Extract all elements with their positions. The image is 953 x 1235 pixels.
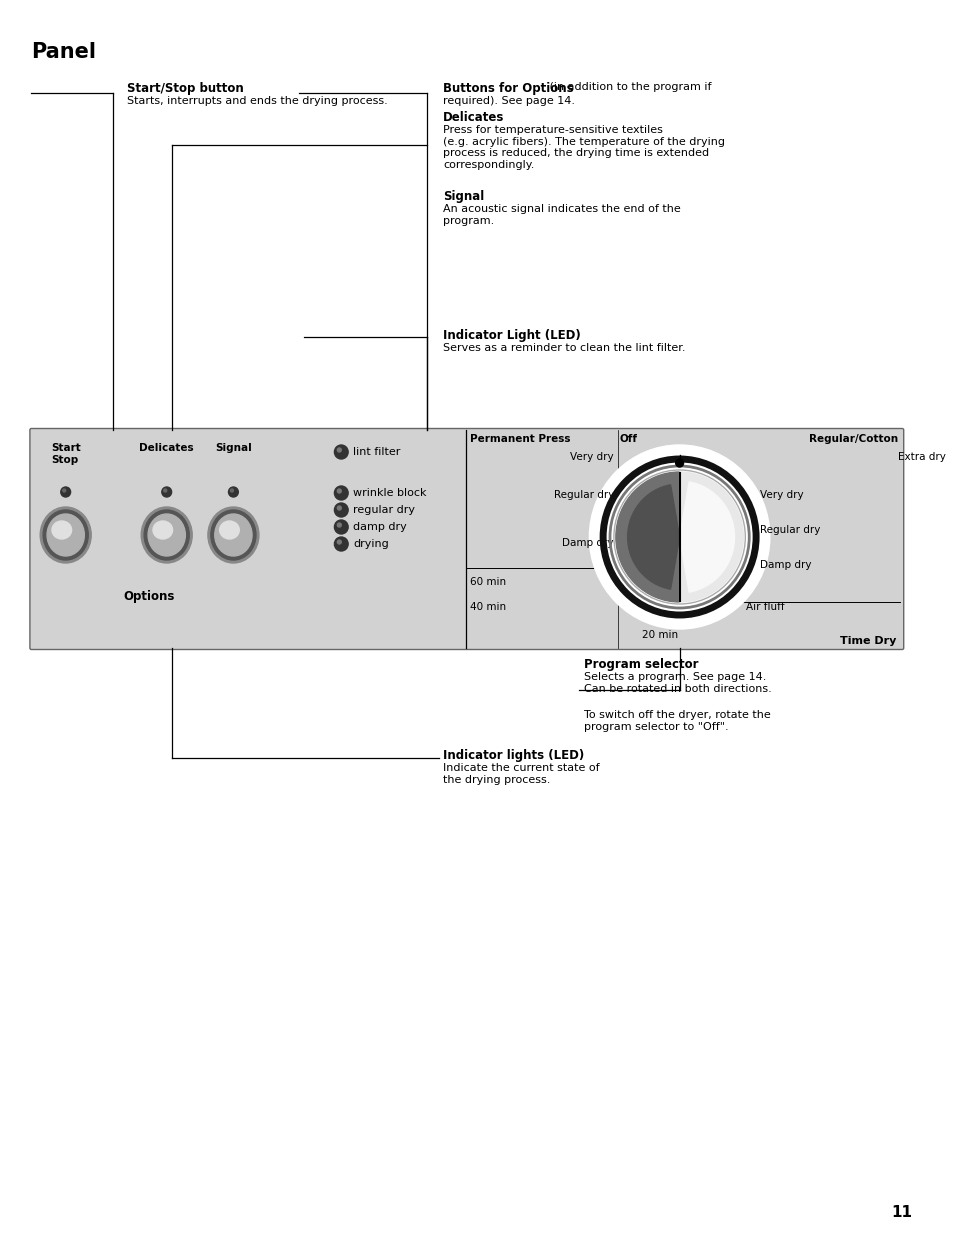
Circle shape	[229, 487, 238, 496]
Circle shape	[231, 489, 233, 492]
Text: Regular/Cotton: Regular/Cotton	[808, 433, 898, 445]
Ellipse shape	[144, 510, 189, 559]
Circle shape	[335, 520, 348, 534]
Text: Regular dry: Regular dry	[760, 525, 820, 535]
Circle shape	[337, 489, 341, 493]
Text: Buttons for Options: Buttons for Options	[443, 82, 574, 95]
Text: Selects a program. See page 14.
Can be rotated in both directions.: Selects a program. See page 14. Can be r…	[583, 672, 770, 694]
Ellipse shape	[141, 508, 192, 563]
Circle shape	[335, 503, 348, 517]
Text: Indicator lights (LED): Indicator lights (LED)	[443, 748, 584, 762]
Text: Program selector: Program selector	[583, 658, 698, 671]
Text: 60 min: 60 min	[469, 577, 505, 587]
Ellipse shape	[51, 521, 71, 538]
Text: Regular dry: Regular dry	[553, 490, 614, 500]
Text: Very dry: Very dry	[570, 452, 614, 462]
Ellipse shape	[148, 514, 185, 556]
Text: Start/Stop button: Start/Stop button	[128, 82, 244, 95]
Text: Time Dry: Time Dry	[839, 636, 896, 646]
Circle shape	[335, 445, 348, 459]
Text: regular dry: regular dry	[353, 505, 415, 515]
Circle shape	[162, 487, 172, 496]
Ellipse shape	[43, 510, 89, 559]
Text: Delicates: Delicates	[139, 443, 193, 453]
Text: (in addition to the program if: (in addition to the program if	[546, 82, 711, 91]
Ellipse shape	[208, 508, 258, 563]
Wedge shape	[627, 485, 679, 589]
Text: required). See page 14.: required). See page 14.	[443, 96, 575, 106]
Circle shape	[337, 506, 341, 510]
Text: Air fluff: Air fluff	[745, 601, 784, 613]
Text: drying: drying	[353, 538, 389, 550]
Text: Off: Off	[619, 433, 638, 445]
Circle shape	[675, 459, 682, 467]
Circle shape	[337, 540, 341, 543]
Text: Very dry: Very dry	[760, 490, 802, 500]
Wedge shape	[679, 472, 742, 601]
Ellipse shape	[214, 514, 252, 556]
Text: Indicator Light (LED): Indicator Light (LED)	[443, 329, 580, 342]
Ellipse shape	[40, 508, 91, 563]
Text: Signal: Signal	[214, 443, 252, 453]
Text: Delicates: Delicates	[443, 111, 504, 124]
Text: lint filter: lint filter	[353, 447, 400, 457]
Wedge shape	[679, 482, 734, 592]
Text: wrinkle block: wrinkle block	[353, 488, 426, 498]
Circle shape	[337, 522, 341, 527]
Text: Damp dry: Damp dry	[760, 559, 811, 571]
Text: An acoustic signal indicates the end of the
program.: An acoustic signal indicates the end of …	[443, 204, 680, 226]
Text: Damp dry: Damp dry	[562, 538, 614, 548]
Circle shape	[589, 445, 769, 629]
Ellipse shape	[211, 510, 255, 559]
Text: Serves as a reminder to clean the lint filter.: Serves as a reminder to clean the lint f…	[443, 343, 685, 353]
Text: Permanent Press: Permanent Press	[469, 433, 570, 445]
Wedge shape	[616, 472, 679, 601]
Text: To switch off the dryer, rotate the
program selector to "Off".: To switch off the dryer, rotate the prog…	[583, 710, 769, 731]
Circle shape	[335, 487, 348, 500]
Text: Options: Options	[123, 590, 174, 603]
Text: Signal: Signal	[443, 190, 484, 203]
Text: Panel: Panel	[31, 42, 96, 62]
Text: Indicate the current state of
the drying process.: Indicate the current state of the drying…	[443, 763, 599, 784]
Circle shape	[337, 448, 341, 452]
Text: Start
Stop: Start Stop	[51, 443, 80, 464]
Text: Press for temperature-sensitive textiles
(e.g. acrylic fibers). The temperature : Press for temperature-sensitive textiles…	[443, 125, 724, 169]
Text: Extra dry: Extra dry	[898, 452, 945, 462]
Text: 20 min: 20 min	[641, 630, 678, 640]
Circle shape	[63, 489, 66, 492]
Circle shape	[61, 487, 71, 496]
Text: damp dry: damp dry	[353, 522, 406, 532]
Ellipse shape	[219, 521, 239, 538]
Text: Starts, interrupts and ends the drying process.: Starts, interrupts and ends the drying p…	[128, 96, 388, 106]
Circle shape	[164, 489, 167, 492]
FancyBboxPatch shape	[30, 429, 902, 650]
Text: 11: 11	[891, 1205, 912, 1220]
Ellipse shape	[47, 514, 84, 556]
Circle shape	[335, 537, 348, 551]
Text: 40 min: 40 min	[469, 601, 505, 613]
Ellipse shape	[152, 521, 172, 538]
